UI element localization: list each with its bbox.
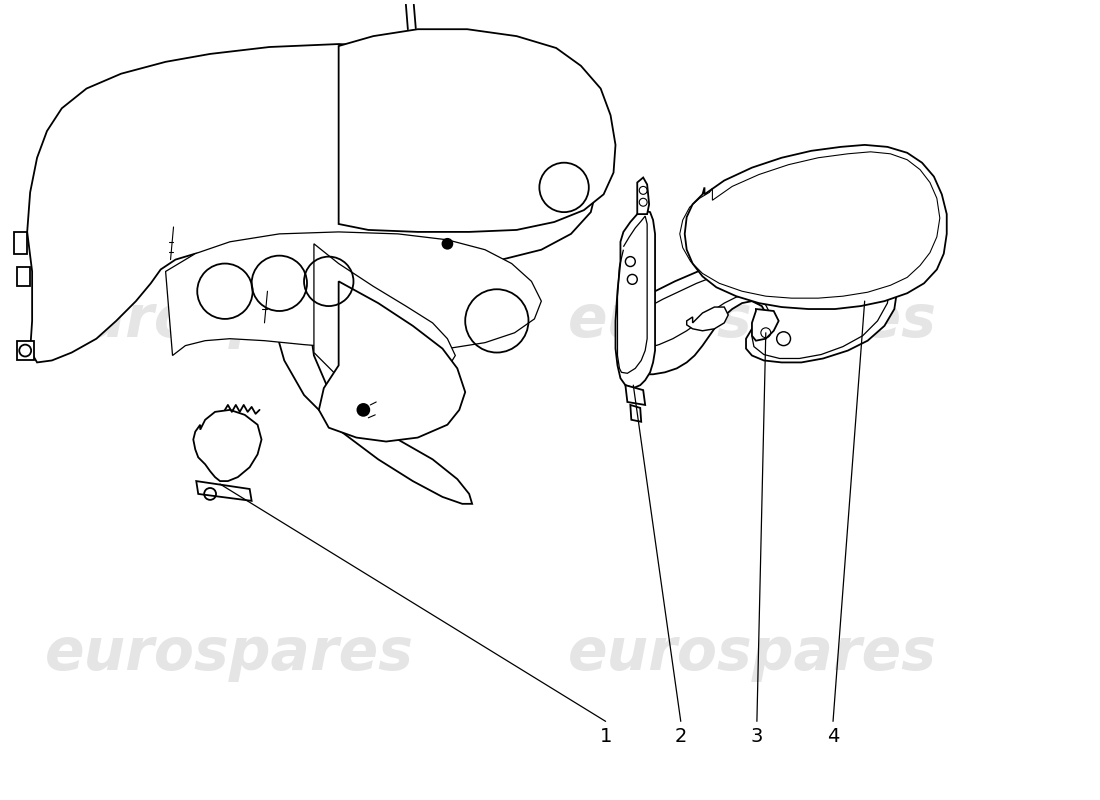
Polygon shape	[14, 232, 28, 254]
Polygon shape	[626, 385, 646, 405]
Text: eurospares: eurospares	[45, 625, 415, 682]
Polygon shape	[620, 240, 898, 374]
Text: eurospares: eurospares	[568, 625, 936, 682]
Polygon shape	[18, 266, 30, 286]
Circle shape	[358, 404, 370, 416]
Polygon shape	[319, 282, 465, 442]
Polygon shape	[196, 481, 252, 501]
Text: 4: 4	[827, 726, 839, 746]
Polygon shape	[274, 237, 472, 504]
Polygon shape	[339, 30, 616, 232]
Text: eurospares: eurospares	[45, 292, 415, 350]
Text: 1: 1	[600, 726, 612, 746]
Polygon shape	[752, 309, 779, 341]
Polygon shape	[637, 178, 649, 214]
Text: eurospares: eurospares	[568, 292, 936, 350]
Polygon shape	[194, 410, 262, 481]
Text: 3: 3	[750, 726, 763, 746]
Polygon shape	[630, 405, 641, 422]
Polygon shape	[616, 210, 656, 388]
Polygon shape	[686, 307, 728, 330]
Text: 2: 2	[674, 726, 686, 746]
Circle shape	[442, 239, 452, 249]
Polygon shape	[314, 244, 455, 388]
Polygon shape	[166, 232, 541, 355]
Polygon shape	[28, 44, 597, 362]
Polygon shape	[684, 145, 947, 309]
Polygon shape	[18, 341, 34, 361]
